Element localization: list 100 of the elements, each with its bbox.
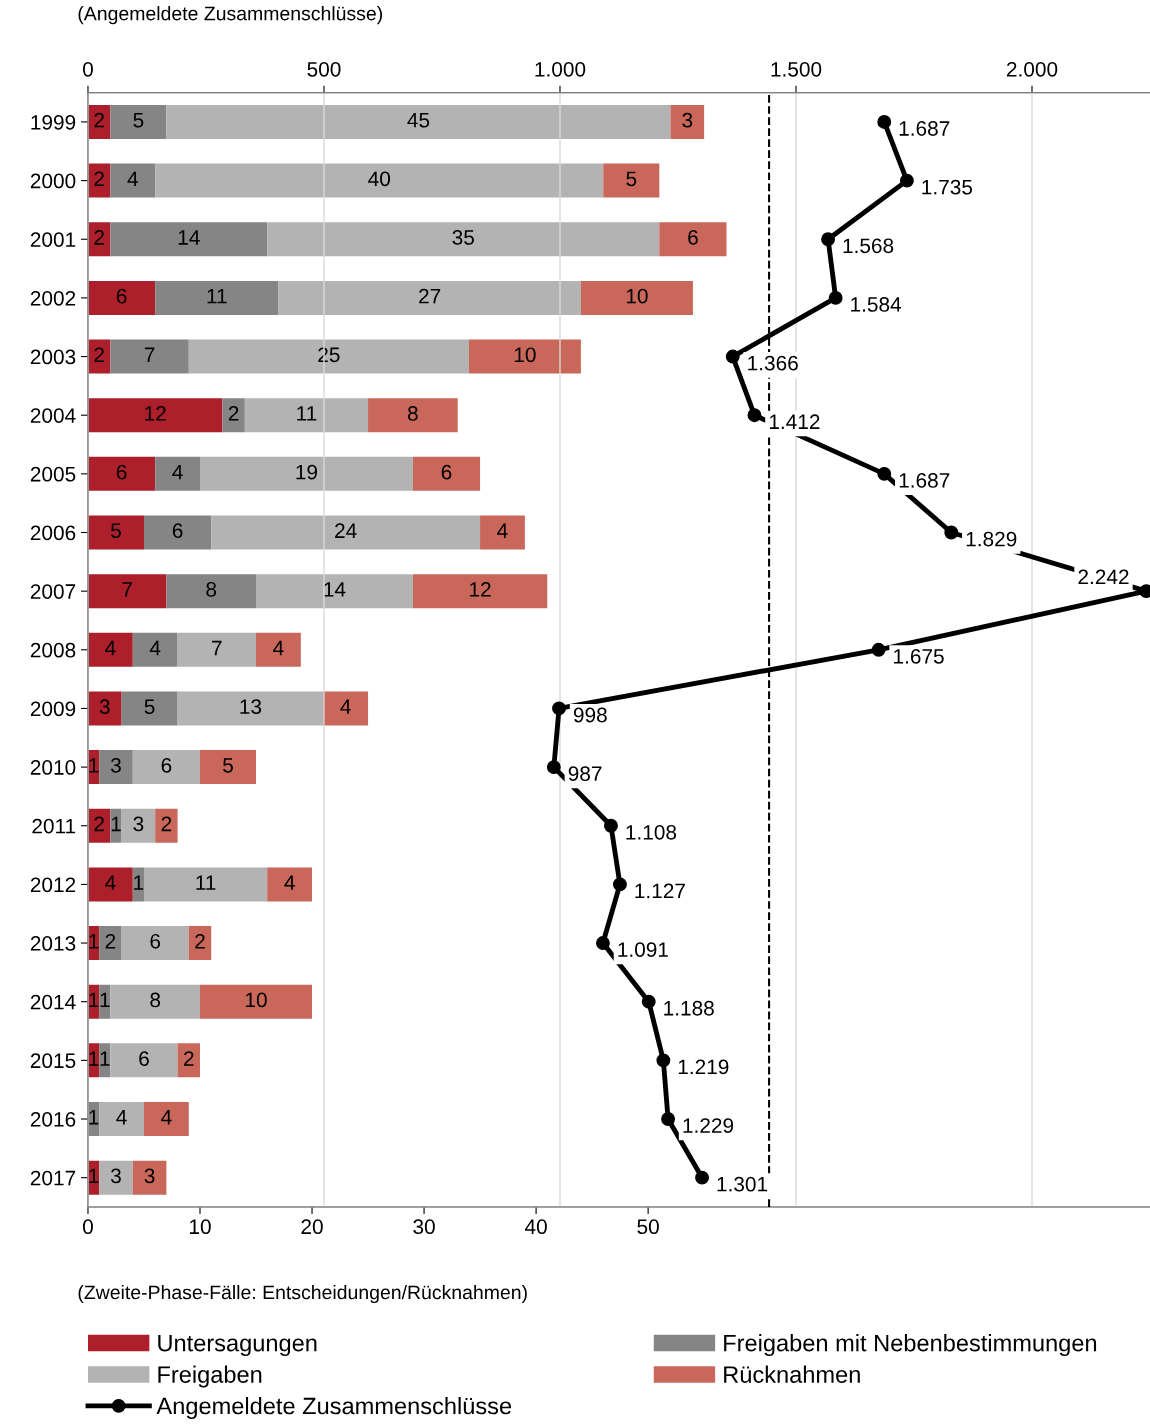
data-label: 1.687: [899, 121, 950, 136]
y-tick-label: 2010: [30, 760, 76, 775]
bar: [188, 339, 469, 374]
data-label: 8: [150, 992, 161, 1008]
bar: [110, 339, 189, 374]
data-label: 4: [161, 1110, 172, 1125]
data-label: 4: [273, 640, 284, 656]
point: [944, 525, 959, 540]
bar: [87, 398, 223, 433]
data-label: 1.108: [626, 824, 677, 840]
bar: [132, 632, 178, 667]
bar: [323, 691, 369, 726]
point: [871, 642, 886, 657]
bar: [110, 104, 167, 139]
data-label: 2: [105, 933, 116, 949]
bar: [87, 691, 122, 726]
data-label: 6: [688, 230, 698, 245]
data-label: 6: [150, 933, 161, 949]
data-label: 1.412: [769, 414, 820, 429]
data-label: 1: [89, 758, 99, 773]
data-label: 1.735: [922, 179, 973, 195]
data-label: 1.687: [899, 473, 950, 488]
bar: [143, 867, 268, 902]
bar: [412, 456, 481, 491]
data-label: 3: [110, 1168, 121, 1184]
bar: [200, 984, 313, 1019]
data-label: 25: [318, 347, 340, 363]
y-tick-label: 2003: [30, 349, 76, 365]
data-label: 6: [172, 523, 183, 539]
data-label: 1.127: [635, 883, 685, 899]
data-label: 2: [94, 347, 104, 362]
data-label: 4: [172, 464, 183, 480]
bar: [143, 515, 212, 550]
bar: [166, 104, 671, 139]
bar: [580, 280, 693, 315]
data-label: 4: [127, 171, 138, 186]
y-tick-label: 2000: [30, 173, 76, 189]
bar: [87, 515, 144, 550]
bar: [121, 691, 178, 726]
data-label: 2: [195, 933, 205, 949]
data-label: 40: [368, 171, 391, 187]
y-tick-label: 2015: [30, 1053, 76, 1069]
y-tick-label: 2009: [30, 701, 76, 717]
y-tick-label: 2001: [30, 232, 76, 247]
bar: [99, 750, 133, 785]
y-tick-label: 2011: [32, 818, 76, 834]
data-label: 1: [111, 816, 121, 832]
data-label: 1.188: [664, 1000, 714, 1016]
y-tick-label: 1999: [31, 114, 76, 130]
bar: [110, 222, 268, 257]
bar: [99, 926, 122, 961]
data-label: 11: [297, 406, 317, 421]
x2-axis-title: (Angemeldete Zusammenschlüsse): [78, 6, 382, 25]
bar: [166, 574, 257, 609]
data-label: 1: [134, 875, 144, 890]
data-label: 11: [207, 288, 227, 304]
bar: [87, 632, 133, 667]
data-label: 1.829: [966, 531, 1017, 547]
data-label: 13: [240, 699, 262, 715]
bar: [132, 1160, 167, 1195]
bar: [480, 515, 525, 550]
data-label: 6: [139, 1051, 149, 1066]
data-label: 4: [116, 1110, 127, 1125]
y-tick-label: 2012: [30, 877, 76, 893]
bar: [99, 1101, 144, 1137]
legend-label: Rücknahmen: [724, 1365, 860, 1383]
legend-label: Untersagungen: [158, 1334, 317, 1357]
y-tick-label: 2005: [30, 466, 76, 482]
data-label: 1.568: [843, 238, 894, 254]
data-label: 2: [161, 816, 172, 832]
data-label: 1.584: [851, 297, 902, 312]
bar: [143, 1101, 189, 1137]
data-label: 2.242: [1078, 569, 1129, 585]
bar: [267, 222, 660, 257]
point: [747, 408, 762, 423]
bar: [121, 808, 156, 843]
bar: [211, 515, 481, 550]
data-label: 987: [568, 766, 602, 782]
data-label: 998: [573, 707, 607, 723]
point: [641, 994, 656, 1009]
bar: [200, 750, 257, 785]
data-label: 2: [94, 112, 104, 128]
bar: [412, 574, 548, 609]
bar: [244, 398, 369, 433]
point: [899, 173, 914, 188]
y-tick-label: 2004: [30, 408, 76, 423]
bar: [177, 691, 324, 726]
data-label: 10: [514, 347, 536, 363]
y-tick-label: 2002: [30, 290, 76, 306]
x2-tick-label: 0: [83, 61, 93, 77]
data-label: 27: [419, 288, 441, 304]
data-label: 7: [144, 347, 155, 362]
data-label: 6: [161, 757, 172, 773]
data-label: 8: [206, 581, 217, 597]
data-label: 19: [296, 464, 318, 480]
data-label: 2: [94, 230, 104, 245]
data-label: 1: [100, 1051, 110, 1066]
bar: [468, 339, 581, 374]
data-label: 1.675: [894, 648, 944, 664]
y-tick-label: 2016: [30, 1112, 76, 1127]
